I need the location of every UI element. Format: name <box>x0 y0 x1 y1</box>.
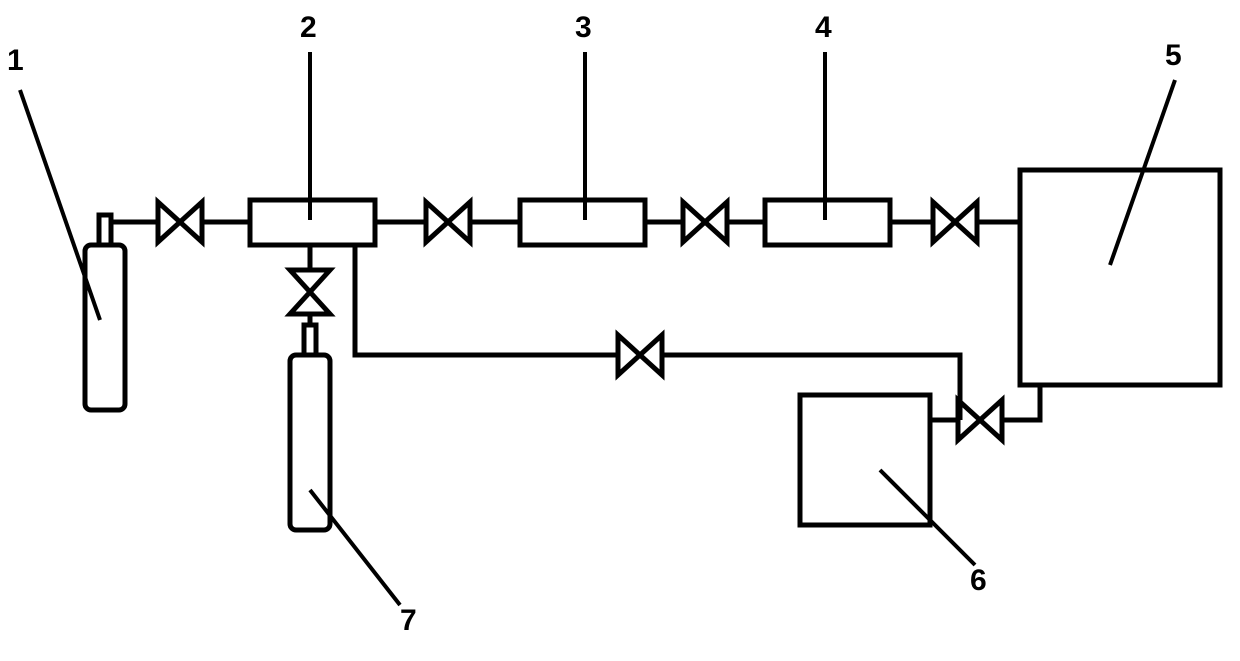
label-L7: 7 <box>400 604 417 637</box>
label-L3: 3 <box>575 11 592 44</box>
box-b6 <box>800 395 930 525</box>
label-L4: 4 <box>815 11 832 44</box>
box-b5 <box>1020 170 1220 385</box>
label-L2: 2 <box>300 11 317 44</box>
box-b4 <box>765 200 890 245</box>
label-L6: 6 <box>970 564 987 597</box>
box-b2 <box>250 200 375 245</box>
cylinder-neck-cyl1 <box>99 215 111 245</box>
label-L5: 5 <box>1165 39 1182 72</box>
label-L1: 1 <box>7 44 24 77</box>
box-b3 <box>520 200 645 245</box>
cylinder-neck-cyl7 <box>304 325 316 355</box>
cylinder-cyl1 <box>85 245 125 410</box>
cylinder-cyl7 <box>290 355 330 530</box>
